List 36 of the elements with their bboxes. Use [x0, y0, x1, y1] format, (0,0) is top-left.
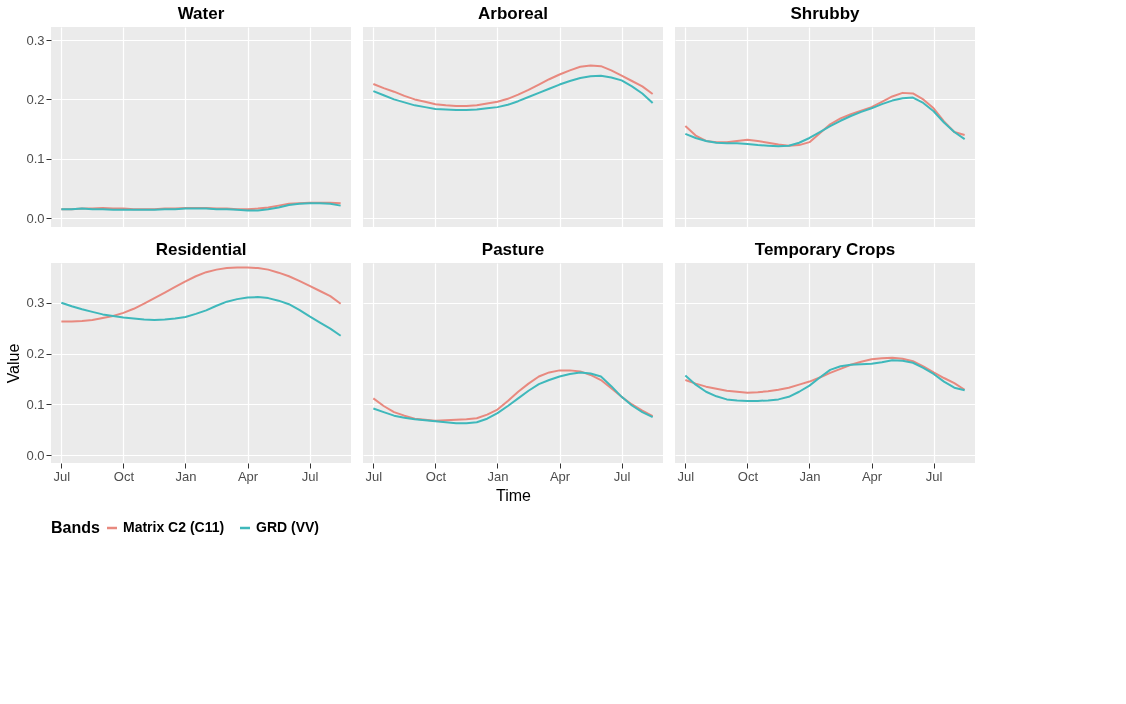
y-tick-label: 0.0 — [26, 447, 45, 463]
x-tick-label: Oct — [737, 468, 759, 484]
chart-title: Residential — [155, 240, 247, 259]
y-tick-label: 0.3 — [26, 32, 45, 48]
chart-title: Pasture — [481, 240, 545, 259]
y-tick-label: 0.2 — [26, 346, 45, 362]
y-tick-label: 0.1 — [26, 151, 45, 167]
x-tick-label: Jan — [175, 468, 197, 484]
y-tick-label: 0.1 — [26, 396, 45, 412]
y-axis-title: Value — [5, 343, 23, 384]
legend-label: GRD (VV) — [256, 519, 319, 535]
x-tick-label: Apr — [237, 468, 259, 484]
x-tick-label: Oct — [425, 468, 447, 484]
x-tick-label: Oct — [113, 468, 135, 484]
x-tick-label: Jul — [365, 468, 383, 484]
x-tick-label: Jul — [301, 468, 319, 484]
x-tick-label: Jan — [487, 468, 509, 484]
chart-title: Temporary Crops — [754, 240, 896, 259]
x-tick-label: Jul — [613, 468, 631, 484]
y-tick-label: 0.0 — [26, 210, 45, 226]
x-axis-title: Time — [496, 486, 532, 504]
x-tick-label: Jul — [677, 468, 695, 484]
x-tick-label: Jan — [799, 468, 821, 484]
x-tick-label: Jul — [53, 468, 71, 484]
legend-label: Matrix C2 (C11) — [123, 519, 225, 535]
chart-title: Water — [177, 4, 225, 23]
line-series — [60, 296, 342, 337]
x-tick-label: Jul — [925, 468, 943, 484]
legend-title: Bands — [51, 519, 100, 536]
y-tick-label: 0.2 — [26, 91, 45, 107]
chart-title: Arboreal — [478, 4, 548, 23]
y-tick-label: 0.3 — [26, 295, 45, 311]
x-tick-label: Apr — [549, 468, 571, 484]
chart-title: Shrubby — [790, 4, 861, 23]
x-tick-label: Apr — [861, 468, 883, 484]
line-series — [60, 266, 342, 323]
